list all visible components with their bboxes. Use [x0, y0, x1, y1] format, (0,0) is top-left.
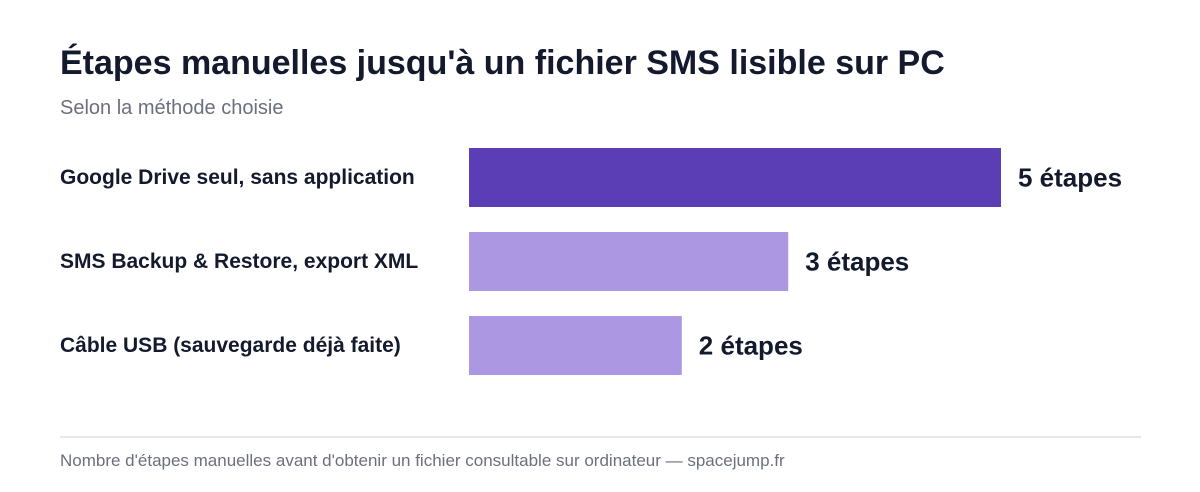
category-label: Google Drive seul, sans application — [60, 166, 415, 189]
bar — [469, 232, 789, 291]
chart-subtitle: Selon la méthode choisie — [60, 97, 284, 119]
value-label: 5 étapes — [1018, 163, 1122, 193]
bar — [469, 148, 1001, 207]
chart-title: Étapes manuelles jusqu'à un fichier SMS … — [60, 44, 945, 82]
category-label: SMS Backup & Restore, export XML — [60, 250, 418, 273]
value-label: 2 étapes — [699, 331, 803, 361]
category-label: Câble USB (sauvegarde déjà faite) — [60, 334, 401, 357]
bar — [469, 316, 682, 375]
chart-footnote: Nombre d'étapes manuelles avant d'obteni… — [60, 451, 785, 470]
footer-divider — [60, 436, 1141, 438]
value-label: 3 étapes — [805, 247, 909, 277]
